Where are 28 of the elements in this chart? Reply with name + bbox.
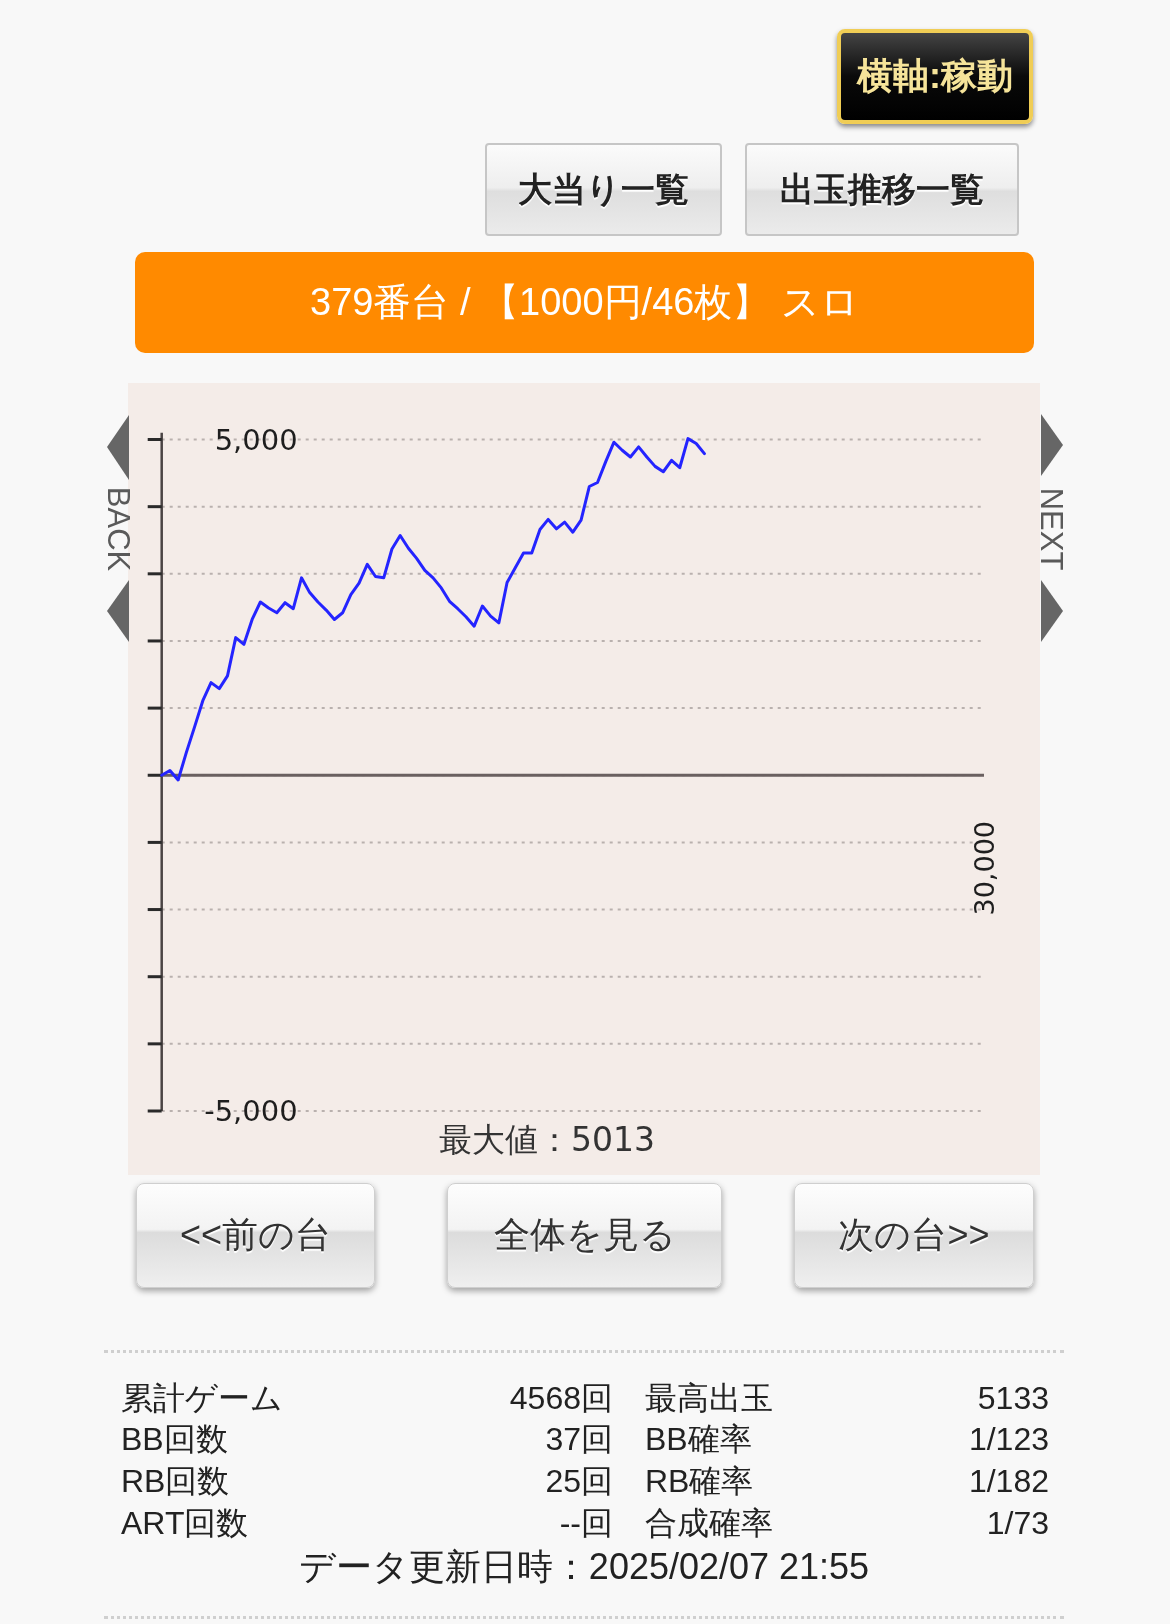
text: 次の台>> [794, 1183, 1034, 1288]
text: 最大値：5013 [439, 1119, 655, 1159]
text: 出玉推移一覧 [745, 143, 1019, 236]
text: RB回数 [121, 1462, 230, 1501]
text: 1/182 [968, 1462, 1049, 1501]
text: 全体を見る [447, 1183, 722, 1288]
text: データ更新日時：2025/02/07 21:55 [297, 1545, 871, 1589]
text: --回 [559, 1504, 613, 1543]
text: 大当り一覧 [485, 143, 722, 236]
text: 累計ゲーム [121, 1379, 283, 1418]
chart-title: 379番台 / 【1000円/46枚】 スロ [135, 252, 1034, 353]
text: 最高出玉 [645, 1379, 773, 1418]
text: RB確率 [645, 1462, 754, 1501]
text: 1/123 [968, 1420, 1049, 1459]
text: 合成確率 [645, 1504, 773, 1543]
y-tick-label: -5,000 [204, 1094, 298, 1128]
text: BB確率 [645, 1420, 752, 1459]
text: 37回 [545, 1420, 613, 1459]
text: <<前の台 [136, 1183, 375, 1288]
y-tick-label: 5,000 [214, 422, 298, 457]
text: ART回数 [121, 1504, 249, 1543]
annotation: 30,000 [968, 821, 1000, 916]
text: 5133 [977, 1379, 1049, 1418]
text: BB回数 [121, 1420, 228, 1459]
text: 1/73 [986, 1504, 1049, 1543]
text: 25回 [545, 1462, 613, 1501]
text: 横軸:稼動 [837, 29, 1033, 124]
text: 4568回 [509, 1379, 613, 1418]
